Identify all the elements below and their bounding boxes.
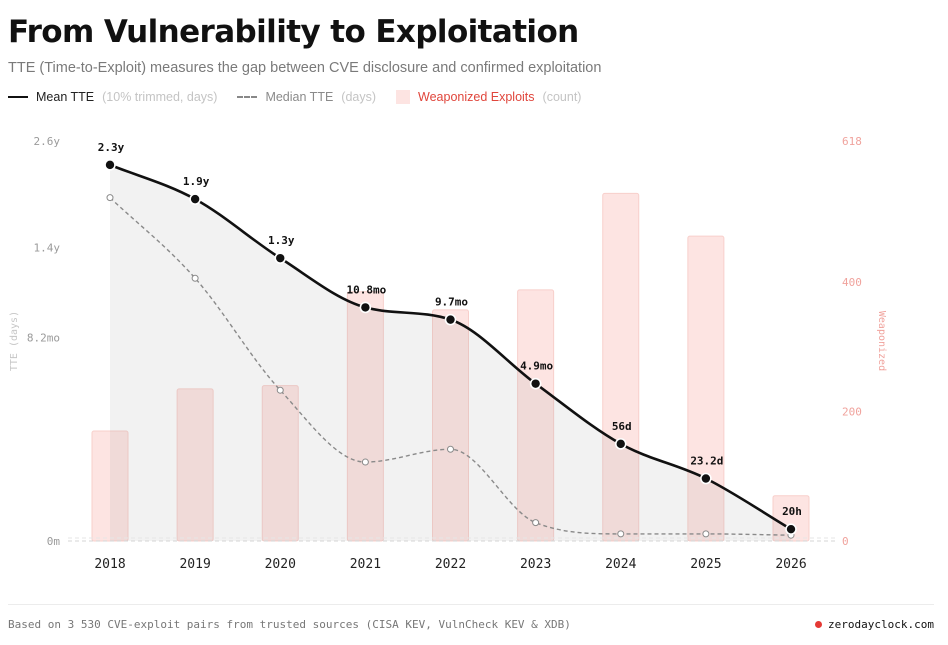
x-tick-label-2019: 2019 [179, 557, 210, 572]
x-tick-label-2021: 2021 [350, 557, 381, 572]
median-point-2021 [361, 458, 369, 466]
legend-median-note: (days) [341, 90, 377, 104]
mean-point-2021 [359, 301, 372, 314]
left-tick-label-0m: 0m [47, 535, 61, 548]
right-tick-label-618: 618 [842, 135, 862, 148]
mean-value-label-2025: 23.2d [690, 454, 723, 467]
right-axis: 0 200 400 618 Weaponized [842, 135, 887, 548]
mean-point-2022 [444, 313, 457, 326]
x-axis: 2018 2019 2020 2021 2022 2023 2024 2025 2026 [94, 557, 806, 572]
weaponized-bar-2022 [432, 309, 469, 542]
mean-value-label-2023: 4.9mo [520, 360, 553, 373]
left-axis: 0m 8.2mo 1.4y 2.6y TTE (days) [9, 135, 60, 548]
legend-mean-label: Mean TTE [36, 90, 95, 104]
mean-value-label-2019: 1.9y [183, 175, 210, 188]
mean-value-label-2026: 20h [782, 505, 802, 518]
left-axis-title: TTE (days) [9, 311, 20, 371]
median-point-2023 [532, 519, 540, 527]
median-point-2022 [447, 445, 454, 453]
legend: Mean TTE (10% trimmed, days) Median TTE … [8, 88, 601, 106]
median-point-2020 [276, 386, 284, 394]
chart-subtitle: TTE (Time-to-Exploit) measures the gap b… [8, 60, 602, 76]
x-tick-label-2025: 2025 [690, 557, 721, 572]
legend-item-median[interactable]: Median TTE (days) [237, 90, 376, 104]
dashed-line-swatch-icon [237, 96, 258, 98]
brand-name: zerodayclock.com [828, 618, 934, 631]
weaponized-bar-2024 [602, 192, 640, 542]
x-tick-label-2020: 2020 [265, 557, 296, 572]
legend-mean-note: (10% trimmed, days) [102, 90, 218, 104]
mean-point-2018 [104, 159, 116, 171]
weaponized-bar-2023 [517, 289, 555, 542]
x-tick-label-2024: 2024 [605, 557, 636, 572]
legend-item-mean[interactable]: Mean TTE (10% trimmed, days) [8, 90, 217, 104]
weaponized-bars [91, 192, 810, 542]
median-point-2018 [106, 194, 114, 202]
mean-value-label-2021: 10.8mo [347, 283, 387, 296]
x-tick-label-2018: 2018 [94, 557, 125, 572]
right-tick-label-200: 200 [842, 406, 862, 419]
x-tick-label-2023: 2023 [520, 557, 551, 572]
x-tick-label-2026: 2026 [775, 557, 806, 572]
median-point-2019 [191, 274, 199, 282]
mean-point-2024 [614, 438, 627, 450]
right-tick-label-400: 400 [842, 276, 862, 289]
legend-median-label: Median TTE [265, 90, 334, 104]
mean-value-label-2024: 56d [612, 420, 632, 433]
brand-dot-icon [815, 621, 823, 628]
mean-value-label-2020: 1.3y [268, 234, 295, 247]
mean-point-2025 [700, 472, 712, 485]
tte-chart: 2.3y 1.9y 1.3y 10.8mo 9.7mo 4.9mo 56d 23.2d 20h 0… [9, 135, 887, 572]
left-tick-label-8.2mo: 8.2mo [27, 331, 60, 344]
median-tte-points [106, 194, 795, 539]
left-tick-label-2.6y: 2.6y [34, 135, 61, 148]
mean-value-label-2022: 9.7mo [435, 296, 468, 309]
legend-item-weaponized[interactable]: Weaponized Exploits (count) [396, 90, 581, 104]
legend-weaponized-label: Weaponized Exploits [418, 90, 535, 104]
solid-line-swatch-icon [8, 96, 28, 98]
footer-divider [8, 604, 934, 605]
median-point-2025 [702, 530, 710, 538]
source-note: Based on 3 530 CVE-exploit pairs from tr… [8, 618, 571, 631]
mean-point-2019 [189, 193, 201, 205]
mean-value-label-2018: 2.3y [98, 141, 125, 154]
mean-point-2020 [274, 252, 287, 264]
mean-point-2023 [529, 377, 542, 390]
left-tick-label-1.4y: 1.4y [34, 242, 61, 255]
median-point-2024 [617, 530, 625, 538]
bar-swatch-icon [396, 90, 411, 104]
legend-weaponized-note: (count) [542, 90, 582, 104]
brand-link[interactable]: zerodayclock.com [815, 618, 934, 631]
chart-title: From Vulnerability to Exploitation [8, 14, 579, 50]
right-axis-title: Weaponized [876, 311, 887, 371]
mean-point-2026 [785, 523, 797, 535]
right-tick-label-0: 0 [842, 535, 849, 548]
mean-tte-points: 2.3y 1.9y 1.3y 10.8mo 9.7mo 4.9mo 56d 23.2d 20h [98, 141, 802, 535]
x-tick-label-2022: 2022 [435, 557, 466, 572]
